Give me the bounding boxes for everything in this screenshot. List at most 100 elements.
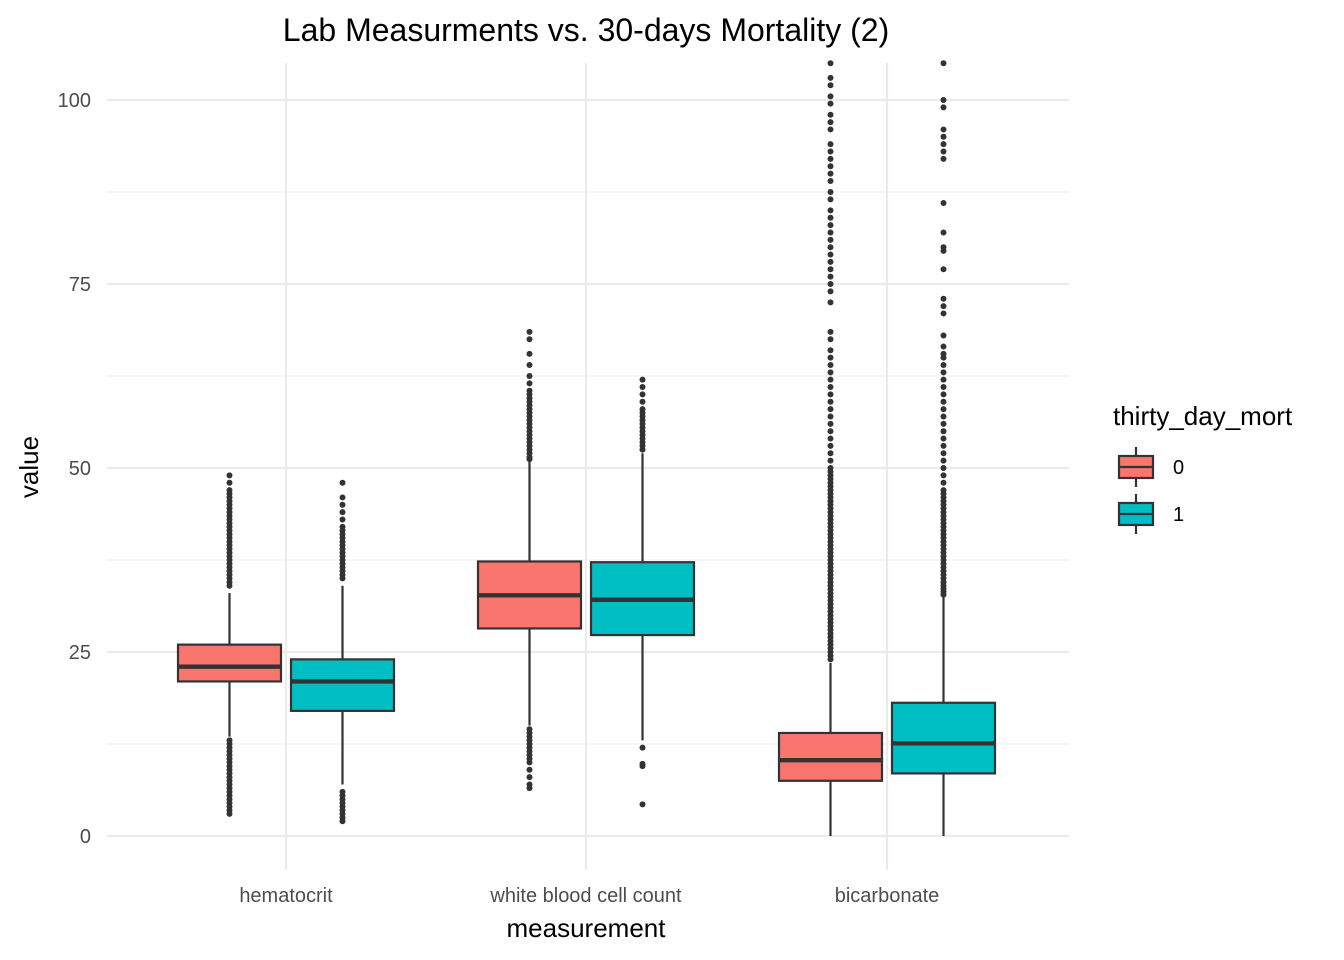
- outlier-point: [940, 406, 947, 413]
- box-white-blood-cell-count-0: [476, 328, 583, 792]
- outlier-point: [940, 450, 947, 457]
- outlier-point: [827, 60, 834, 67]
- outlier-point: [226, 487, 233, 494]
- outlier-point: [827, 251, 834, 258]
- outlier-point: [827, 328, 834, 335]
- box-bicarbonate-1: [890, 60, 997, 836]
- outlier-point: [827, 141, 834, 148]
- outlier-point: [226, 737, 233, 744]
- outlier-point: [827, 258, 834, 265]
- outlier-point: [827, 361, 834, 368]
- outlier-point: [940, 155, 947, 162]
- y-tick-label: 100: [58, 90, 91, 112]
- outlier-point: [940, 310, 947, 317]
- outlier-point: [827, 457, 834, 464]
- outlier-point: [940, 303, 947, 310]
- outlier-point: [940, 479, 947, 486]
- outlier-point: [827, 244, 834, 251]
- outlier-point: [827, 273, 834, 280]
- outlier-point: [827, 111, 834, 118]
- outlier-point: [827, 391, 834, 398]
- outlier-point: [526, 774, 533, 781]
- outlier-point: [940, 97, 947, 103]
- iqr-box: [890, 701, 997, 775]
- outlier-point: [827, 281, 834, 287]
- outlier-point: [827, 435, 834, 442]
- outlier-point: [827, 148, 834, 155]
- legend-entry-0: 0: [1117, 447, 1184, 487]
- outlier-point: [940, 361, 947, 368]
- outlier-point: [827, 450, 834, 457]
- outlier-point: [226, 479, 233, 486]
- outlier-point: [827, 428, 834, 435]
- outlier-point: [827, 119, 834, 126]
- outlier-point: [940, 487, 947, 494]
- outlier-point: [339, 516, 346, 523]
- outlier-point: [940, 391, 947, 398]
- outlier-point: [827, 354, 834, 361]
- x-tick-label: hematocrit: [239, 885, 333, 907]
- outlier-point: [940, 376, 947, 383]
- plot-marks: [176, 60, 997, 836]
- outlier-point: [526, 781, 533, 788]
- outlier-point: [339, 501, 346, 508]
- box-bicarbonate-0: [777, 60, 884, 836]
- outlier-point: [940, 472, 947, 479]
- outlier-point: [940, 244, 947, 251]
- outlier-point: [639, 391, 646, 398]
- outlier-point: [526, 387, 533, 394]
- outlier-point: [827, 369, 834, 376]
- box-hematocrit-0: [176, 472, 283, 817]
- iqr-box: [289, 658, 396, 712]
- outlier-point: [827, 384, 834, 391]
- outlier-point: [827, 177, 834, 184]
- outlier-point: [940, 384, 947, 391]
- outlier-point: [827, 222, 834, 229]
- outlier-point: [827, 347, 834, 354]
- outlier-point: [526, 328, 533, 335]
- outlier-point: [526, 373, 533, 379]
- box-white-blood-cell-count-1: [589, 376, 696, 808]
- outlier-point: [940, 398, 947, 405]
- outlier-point: [827, 336, 834, 343]
- outlier-point: [526, 380, 533, 387]
- outlier-point: [940, 332, 947, 339]
- outlier-point: [339, 509, 346, 516]
- outlier-point: [639, 801, 646, 808]
- outlier-point: [940, 413, 947, 420]
- outlier-point: [940, 295, 947, 302]
- outlier-point: [940, 457, 947, 464]
- x-axis-title: measurement: [507, 913, 667, 943]
- outlier-point: [639, 398, 646, 405]
- outlier-point: [827, 74, 834, 81]
- outlier-point: [827, 170, 834, 177]
- outlier-point: [827, 442, 834, 449]
- outlier-point: [639, 406, 646, 413]
- y-tick-label: 50: [69, 458, 91, 480]
- legend-title: thirty_day_mort: [1113, 401, 1293, 431]
- iqr-box: [176, 643, 283, 683]
- outlier-point: [827, 398, 834, 405]
- outlier-point: [827, 163, 834, 170]
- box-hematocrit-1: [289, 479, 396, 825]
- outlier-point: [827, 406, 834, 413]
- outlier-point: [940, 200, 947, 207]
- outlier-point: [526, 361, 533, 368]
- outlier-point: [940, 104, 947, 111]
- outlier-point: [940, 141, 947, 148]
- outlier-point: [940, 266, 947, 273]
- y-tick-label: 75: [69, 274, 91, 296]
- outlier-point: [827, 376, 834, 383]
- outlier-point: [339, 523, 346, 530]
- outlier-point: [827, 299, 834, 306]
- outlier-point: [827, 420, 834, 427]
- outlier-point: [940, 428, 947, 435]
- outlier-point: [526, 726, 533, 733]
- outlier-point: [940, 420, 947, 427]
- y-tick-label: 0: [80, 826, 91, 848]
- outlier-point: [827, 100, 834, 107]
- outlier-point: [827, 229, 834, 236]
- x-tick-label: bicarbonate: [835, 885, 940, 907]
- outlier-point: [940, 343, 947, 350]
- outlier-point: [827, 82, 834, 89]
